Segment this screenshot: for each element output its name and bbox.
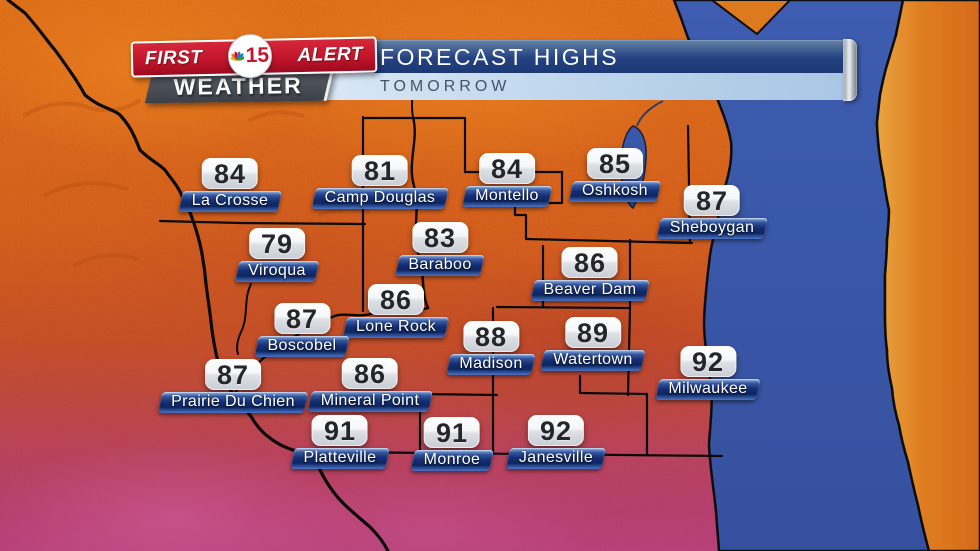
nbc-peacock-icon xyxy=(230,51,244,61)
city-name-bar: Lone Rock xyxy=(342,317,450,338)
temperature-value: 81 xyxy=(351,155,408,186)
city-name-bar: Mineral Point xyxy=(307,391,433,412)
station-label: 87 Boscobel xyxy=(254,303,350,357)
city-name: La Crosse xyxy=(191,192,269,209)
temperature-value: 86 xyxy=(341,358,398,389)
banner-title: FORECAST HIGHS xyxy=(353,40,845,74)
city-name: Beaver Dam xyxy=(543,281,637,298)
city-name: Camp Douglas xyxy=(324,189,436,206)
michigan-shore xyxy=(875,0,980,551)
city-name: Janesville xyxy=(518,449,594,466)
station-label: 85 Oshkosh xyxy=(568,148,662,202)
city-name: Boscobel xyxy=(267,337,337,354)
temperature-value: 84 xyxy=(479,153,535,184)
station-label: 79 Viroqua xyxy=(234,228,320,282)
station-label: 92 Milwaukee xyxy=(655,346,761,400)
city-name-bar: Monroe xyxy=(410,450,494,471)
door-peninsula xyxy=(710,0,792,36)
temperature-value: 87 xyxy=(684,185,740,216)
city-name-bar: Watertown xyxy=(540,350,646,371)
city-name-bar: Oshkosh xyxy=(568,181,662,202)
station-logo: FIRST 15 ALERT xyxy=(130,33,378,79)
station-label: 86 Beaver Dam xyxy=(530,247,650,301)
temperature-value: 85 xyxy=(586,148,643,179)
city-name-bar: Boscobel xyxy=(254,336,350,357)
station-label: 87 Sheboygan xyxy=(656,185,768,239)
city-name: Platteville xyxy=(303,449,377,466)
logo-alert-text: ALERT xyxy=(297,43,364,67)
temperature-value: 91 xyxy=(311,415,368,446)
station-label: 84 La Crosse xyxy=(178,158,282,212)
city-name-bar: Janesville xyxy=(505,448,607,469)
city-name: Montello xyxy=(475,187,539,204)
station-label: 81 Camp Douglas xyxy=(311,155,449,209)
city-name: Viroqua xyxy=(248,262,306,279)
city-name: Prairie Du Chien xyxy=(171,393,295,410)
temperature-value: 88 xyxy=(463,321,519,352)
city-name-bar: Beaver Dam xyxy=(530,280,650,301)
city-name-bar: La Crosse xyxy=(178,191,282,212)
temperature-value: 87 xyxy=(274,303,330,334)
station-label: 88 Madison xyxy=(446,321,536,375)
temperature-value: 83 xyxy=(411,222,468,253)
station-label: 89 Watertown xyxy=(540,317,646,371)
banner-end-cap xyxy=(843,39,857,101)
city-name-bar: Montello xyxy=(461,186,553,207)
logo-circle: 15 xyxy=(227,33,273,79)
temperature-value: 87 xyxy=(204,359,261,390)
temperature-value: 92 xyxy=(680,346,736,377)
city-name-bar: Camp Douglas xyxy=(311,188,449,209)
temperature-value: 92 xyxy=(527,415,584,446)
city-name: Mineral Point xyxy=(320,392,420,409)
page-title: FORECAST HIGHS xyxy=(380,44,620,70)
temperature-value: 79 xyxy=(248,228,305,259)
city-name-bar: Viroqua xyxy=(234,261,320,282)
station-label: 86 Mineral Point xyxy=(307,358,433,412)
station-label: 87 Prairie Du Chien xyxy=(157,359,309,413)
logo-first-text: FIRST xyxy=(144,47,203,70)
temperature-value: 91 xyxy=(424,417,480,448)
city-name: Milwaukee xyxy=(668,380,748,397)
station-label: 91 Platteville xyxy=(290,415,390,469)
city-name: Watertown xyxy=(553,351,633,368)
temperature-value: 84 xyxy=(202,158,258,189)
city-name-bar: Baraboo xyxy=(395,255,485,276)
station-label: 92 Janesville xyxy=(505,415,607,469)
city-name: Madison xyxy=(459,355,523,372)
city-name-bar: Milwaukee xyxy=(655,379,761,400)
city-name: Baraboo xyxy=(408,256,472,273)
city-name: Lone Rock xyxy=(355,318,437,335)
temperature-value: 86 xyxy=(368,284,424,315)
station-label: 83 Baraboo xyxy=(395,222,485,276)
city-name-bar: Madison xyxy=(446,354,536,375)
temperature-value: 89 xyxy=(564,317,621,348)
station-label: 84 Montello xyxy=(461,153,553,207)
station-label: 91 Monroe xyxy=(410,417,494,471)
city-name-bar: Platteville xyxy=(290,448,390,469)
banner-subtitle: TOMORROW xyxy=(316,73,845,100)
city-name: Sheboygan xyxy=(669,219,755,236)
city-name-bar: Prairie Du Chien xyxy=(157,392,309,413)
mississippi-river xyxy=(6,0,390,551)
city-name-bar: Sheboygan xyxy=(656,218,768,239)
temperature-value: 86 xyxy=(561,247,618,278)
city-name: Oshkosh xyxy=(582,182,648,199)
subtitle-text: TOMORROW xyxy=(380,77,511,95)
station-label: 86 Lone Rock xyxy=(342,284,450,338)
city-name: Monroe xyxy=(423,451,481,468)
logo-channel-number: 15 xyxy=(245,43,270,68)
